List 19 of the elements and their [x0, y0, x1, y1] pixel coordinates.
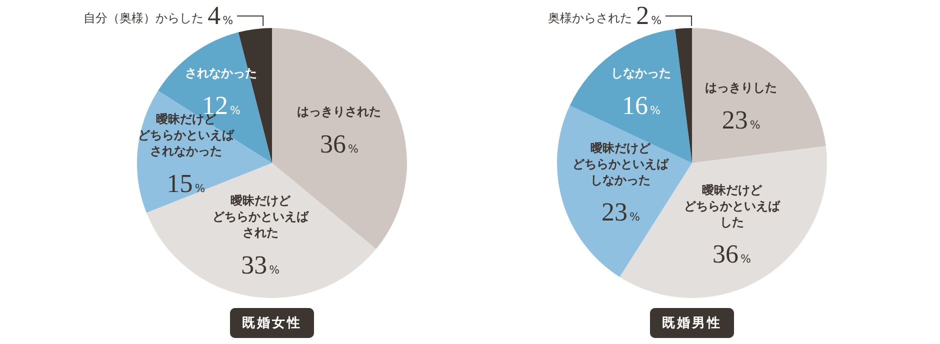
text: 既婚女性 — [230, 308, 314, 338]
data-label: 15% — [166, 168, 206, 198]
slice-label: 奥様からされた — [548, 11, 632, 25]
slice-label: 曖昧だけどどちらかといえばされた — [212, 193, 310, 240]
slice-label: はっきりされた — [297, 104, 382, 119]
data-label: 23% — [722, 105, 760, 134]
slice-label: 自分（奥様）からした — [84, 11, 204, 25]
data-label: 4% — [208, 1, 234, 30]
data-label: 2% — [636, 1, 662, 30]
slice-label: はっきりした — [705, 80, 778, 94]
slice-label: 曖昧だけどどちらかといえばした — [684, 182, 781, 229]
text: 既婚男性 — [650, 308, 734, 338]
data-label: 23% — [601, 198, 640, 227]
data-label: 36% — [320, 129, 358, 158]
data-label: 36% — [712, 240, 752, 269]
slice-label: しなかった — [611, 66, 672, 80]
slice-label: 曖昧だけどどちらかといえばしなかった — [572, 140, 670, 187]
data-label: 33% — [241, 250, 280, 280]
data-label: 16% — [622, 91, 660, 120]
